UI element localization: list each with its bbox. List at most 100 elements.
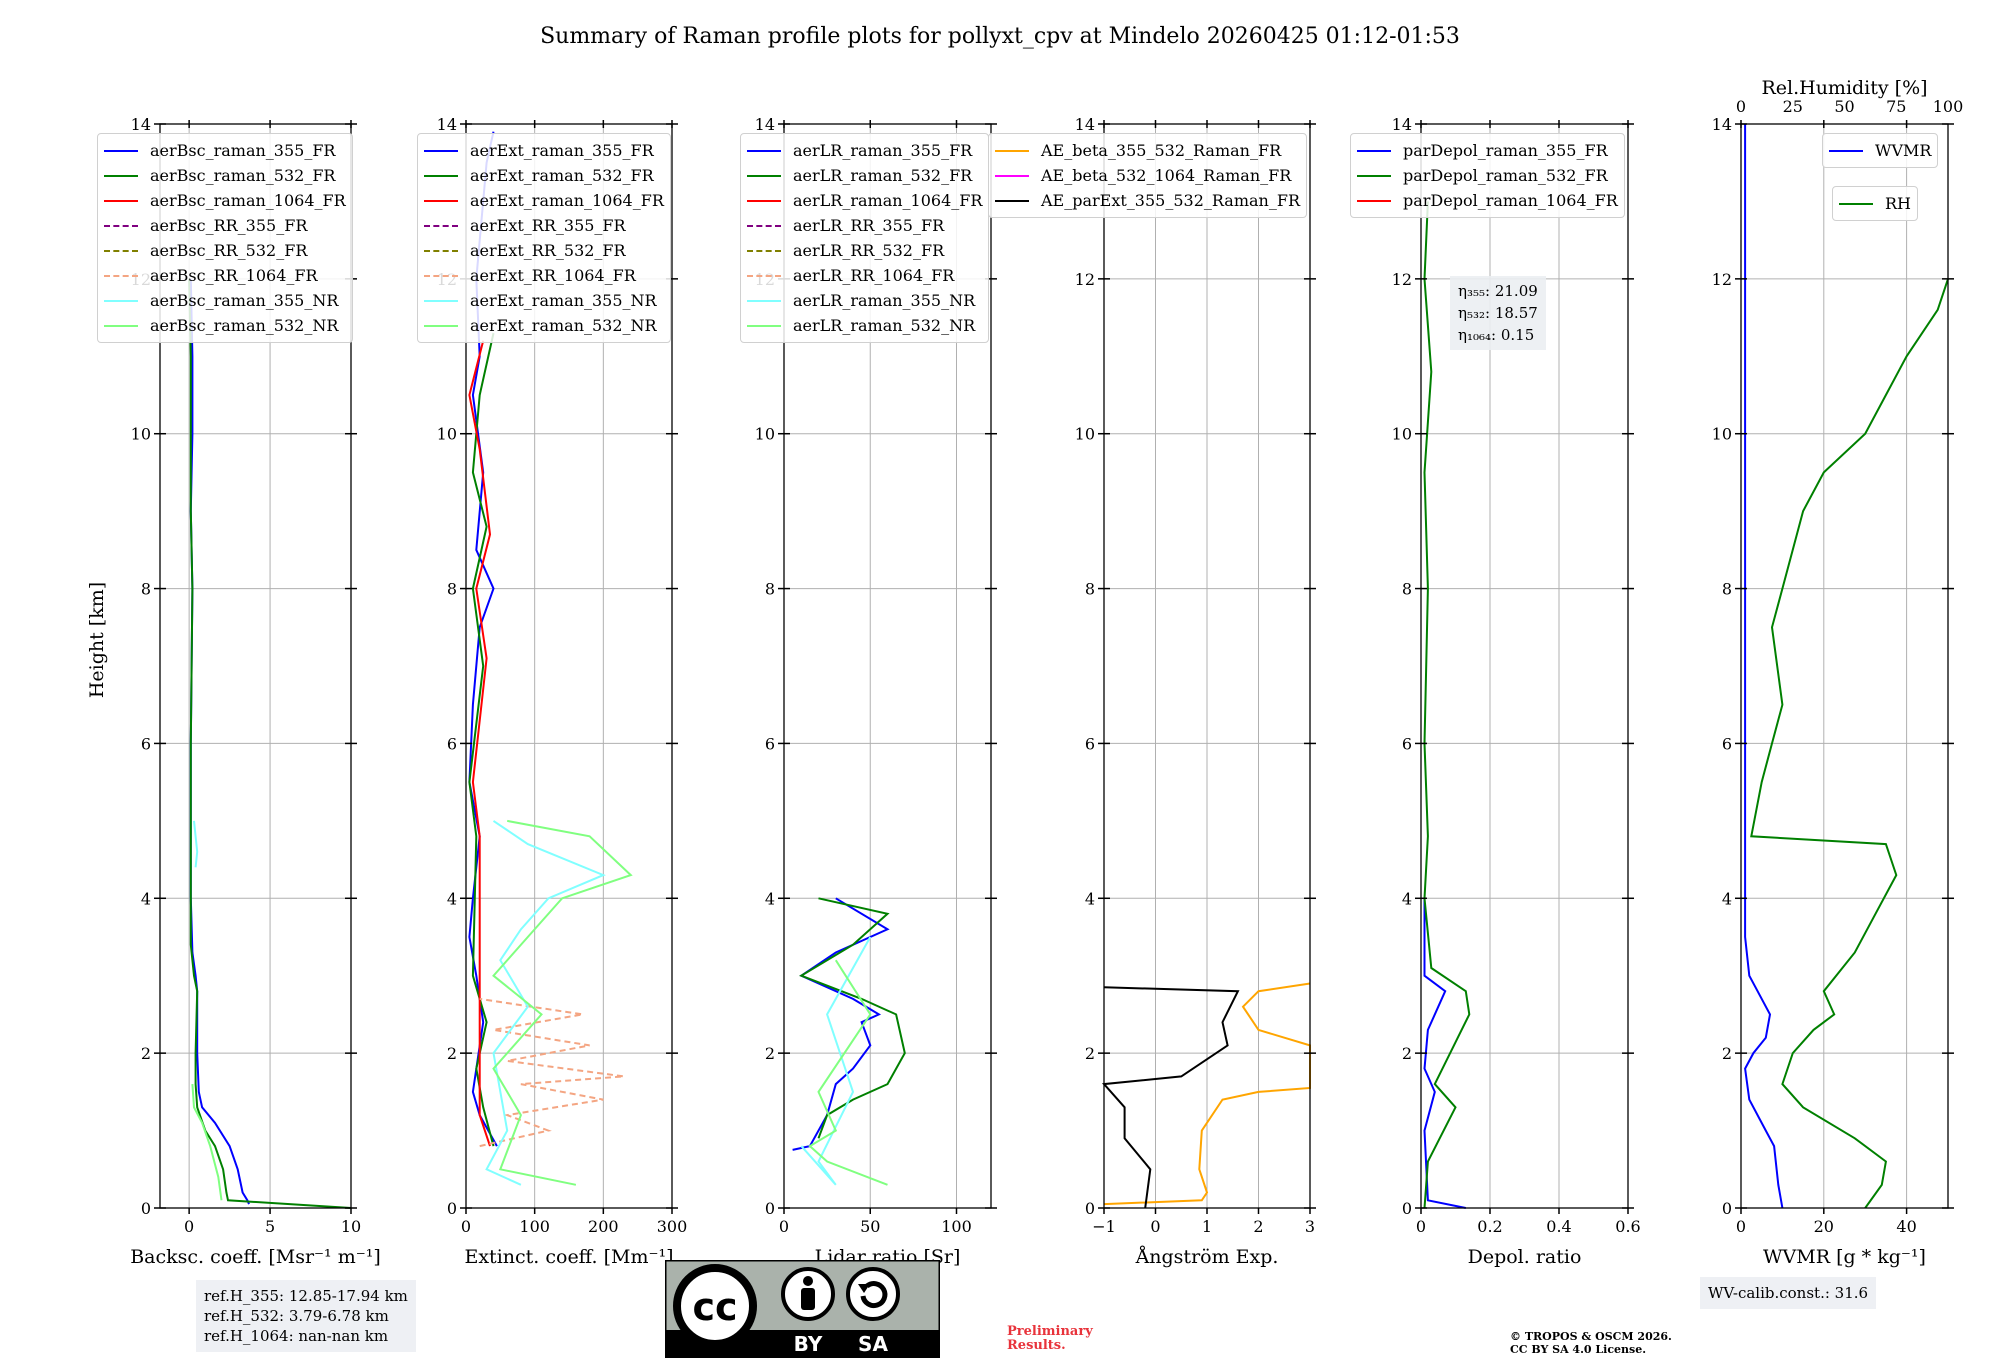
legend-item: aerLR_raman_355_FR [747,138,982,163]
legend-label: aerBsc_RR_1064_FR [150,266,318,285]
series-RH [1750,278,1949,1209]
x-tick-label: 0.2 [1477,1217,1502,1236]
legend-swatch [424,224,458,227]
y-tick-label: 0 [141,1199,151,1218]
y-tick-label: 12 [1392,270,1412,289]
legend-depolarization: parDepol_raman_355_FR parDepol_raman_532_… [1350,133,1625,218]
legend-item: aerExt_raman_1064_FR [424,188,664,213]
legend-wvmr: WVMR [1822,133,1939,168]
series-aerLR_raman_532_FR [799,897,906,1139]
y-tick-label: 8 [1722,580,1732,599]
x-tick-label: 100 [519,1217,550,1236]
y-tick-label: 0 [1085,1199,1095,1218]
legend-item: aerBsc_raman_532_NR [104,313,346,338]
legend-label: RH [1885,194,1911,213]
y-tick-label: 4 [1722,889,1732,908]
axes-frame [159,123,352,1209]
y-tick-label: 12 [1712,270,1732,289]
legend-swatch [995,174,1029,177]
legend-swatch [104,149,138,152]
legend-backscatter: aerBsc_raman_355_FR aerBsc_raman_532_FR ae… [97,133,353,343]
series-aerBsc_raman_355_NR [193,820,199,868]
legend-label: aerExt_raman_532_FR [470,166,654,185]
top-axis-label: Rel.Humidity [%] [1761,77,1927,99]
legend-item: AE_beta_532_1064_Raman_FR [995,163,1300,188]
y-tick-label: 6 [1085,734,1095,753]
top-tick-label: 0 [1736,97,1746,116]
y-tick-label: 8 [141,580,151,599]
series-aerLR_raman_355_NR [800,936,872,1186]
legend-swatch [424,274,458,277]
legend-label: aerExt_RR_532_FR [470,241,626,260]
legend-item: aerLR_raman_532_NR [747,313,982,338]
legend-label: aerBsc_raman_532_FR [150,166,336,185]
x-axis-label: Extinct. coeff. [Mm⁻¹] [464,1246,673,1268]
legend-label: aerExt_RR_1064_FR [470,266,636,285]
share-alike-icon [846,1267,900,1321]
legend-item: aerBsc_raman_532_FR [104,163,346,188]
x-tick-label: 100 [941,1217,972,1236]
x-axis-label: Depol. ratio [1468,1246,1582,1268]
legend-item: aerExt_raman_355_NR [424,288,664,313]
copyright-note: © TROPOS & OSCM 2026. CC BY SA 4.0 Licen… [1510,1330,1672,1356]
series-AE_beta_355_532_Raman_FR [1103,982,1311,1206]
legend-label: aerLR_RR_355_FR [793,216,945,235]
legend-item: aerLR_raman_532_FR [747,163,982,188]
legend-swatch [747,174,781,177]
y-tick-label: 10 [755,425,775,444]
legend-label: aerExt_raman_355_NR [470,291,657,310]
x-tick-label: 3 [1305,1217,1315,1236]
cc-icon [673,1264,757,1348]
legend-swatch [995,199,1029,202]
legend-item: aerBsc_RR_1064_FR [104,263,346,288]
y-tick-label: 10 [1712,425,1732,444]
y-tick-label: 2 [765,1044,775,1063]
series-aerExt_raman_532_NR [492,819,633,1186]
legend-swatch [1357,149,1391,152]
eta-1064: η₁₀₆₄: 0.15 [1458,326,1535,344]
legend-swatch [424,174,458,177]
series-aerBsc_raman_532_FR [188,278,352,1209]
series-aerExt_raman_1064_FR [468,340,492,1147]
legend-swatch [747,324,781,327]
legend-item: AE_beta_355_532_Raman_FR [995,138,1300,163]
x-tick-label: 10 [341,1217,361,1236]
legend-item: aerExt_raman_355_FR [424,138,664,163]
ref-h-532: ref.H_532: 3.79-6.78 km [204,1307,389,1325]
preliminary-line-2: Results. [1007,1338,1066,1353]
legend-swatch [747,299,781,302]
y-tick-label: 14 [755,115,775,134]
legend-label: aerBsc_RR_532_FR [150,241,308,260]
ref-heights-box: ref.H_355: 12.85-17.94 km ref.H_532: 3.7… [196,1280,416,1352]
series-aerLR_raman_355_FR [792,897,890,1151]
legend-label: aerLR_raman_532_NR [793,316,976,335]
y-tick-label: 2 [1402,1044,1412,1063]
legend-swatch [747,274,781,277]
legend-label: aerLR_raman_355_NR [793,291,976,310]
top-tick-label: 25 [1783,97,1803,116]
y-tick-label: 4 [141,889,151,908]
legend-item: aerLR_RR_532_FR [747,238,982,263]
x-tick-label: 0 [184,1217,194,1236]
legend-label: aerBsc_RR_355_FR [150,216,308,235]
legend-swatch [424,324,458,327]
legend-rh: RH [1832,186,1918,221]
y-tick-label: 2 [1085,1044,1095,1063]
eta-355: η₃₅₅: 21.09 [1458,282,1538,300]
legend-lidar-ratio: aerLR_raman_355_FR aerLR_raman_532_FR aerL… [740,133,990,343]
legend-item: aerExt_RR_1064_FR [424,263,664,288]
series-aerExt_raman_355_NR [485,820,606,1186]
y-tick-label: 14 [437,115,457,134]
legend-swatch [104,174,138,177]
legend-label: aerExt_raman_355_FR [470,141,654,160]
figure-title: Summary of Raman profile plots for polly… [540,24,1460,49]
copyright-line-1: © TROPOS & OSCM 2026. [1510,1330,1672,1343]
x-tick-label: 0 [1416,1217,1426,1236]
legend-swatch [424,149,458,152]
y-tick-label: 14 [1075,115,1095,134]
y-tick-label: 4 [1085,889,1095,908]
legend-label: aerLR_raman_532_FR [793,166,973,185]
y-tick-label: 8 [765,580,775,599]
